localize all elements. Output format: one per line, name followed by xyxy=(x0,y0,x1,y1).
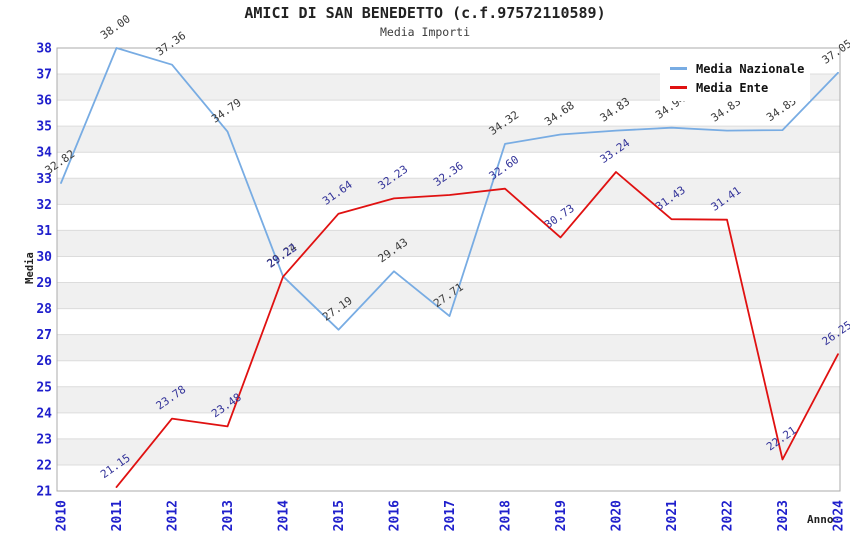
svg-text:26: 26 xyxy=(36,354,52,369)
svg-text:33: 33 xyxy=(36,172,52,187)
x-axis-title: Anno xyxy=(807,513,834,526)
svg-text:2020: 2020 xyxy=(610,500,625,531)
svg-text:27: 27 xyxy=(36,328,52,343)
svg-text:36: 36 xyxy=(36,94,52,109)
svg-text:2012: 2012 xyxy=(166,500,181,531)
svg-text:2015: 2015 xyxy=(332,500,347,531)
legend-item-media-ente: Media Ente xyxy=(670,81,810,95)
svg-text:2014: 2014 xyxy=(277,500,292,531)
line-swatch-icon xyxy=(670,86,687,89)
line-swatch-icon xyxy=(670,67,687,70)
chart-title: AMICI DI SAN BENEDETTO (c.f.97572110589) xyxy=(244,4,606,22)
svg-text:37.05: 37.05 xyxy=(820,37,850,67)
svg-text:29: 29 xyxy=(36,276,52,291)
svg-text:2018: 2018 xyxy=(499,500,514,531)
legend: Media Nazionale Media Ente xyxy=(660,55,810,101)
svg-text:34: 34 xyxy=(36,146,52,161)
legend-label: Media Ente xyxy=(696,80,769,95)
svg-text:2019: 2019 xyxy=(554,500,569,531)
svg-text:24: 24 xyxy=(36,406,52,421)
svg-text:31: 31 xyxy=(36,224,52,239)
svg-text:34.68: 34.68 xyxy=(542,99,577,129)
svg-text:2017: 2017 xyxy=(443,500,458,531)
svg-text:23: 23 xyxy=(36,432,52,447)
svg-text:35: 35 xyxy=(36,120,52,135)
svg-text:2011: 2011 xyxy=(110,500,125,531)
svg-text:2024: 2024 xyxy=(832,500,847,531)
svg-text:2022: 2022 xyxy=(721,500,736,531)
svg-text:21: 21 xyxy=(36,485,52,500)
legend-item-media-nazionale: Media Nazionale xyxy=(670,62,810,76)
svg-text:22: 22 xyxy=(36,458,52,473)
svg-text:30.73: 30.73 xyxy=(542,202,577,232)
chart-subtitle: Media Importi xyxy=(379,25,470,39)
svg-text:37: 37 xyxy=(36,68,52,83)
svg-text:30: 30 xyxy=(36,250,52,265)
legend-label: Media Nazionale xyxy=(696,61,805,76)
svg-text:37.36: 37.36 xyxy=(154,29,189,59)
svg-text:2021: 2021 xyxy=(665,500,680,531)
svg-text:32: 32 xyxy=(36,198,52,213)
svg-text:38: 38 xyxy=(36,42,52,57)
svg-text:2023: 2023 xyxy=(776,500,791,531)
svg-text:25: 25 xyxy=(36,380,52,395)
svg-text:28: 28 xyxy=(36,302,52,317)
svg-text:2010: 2010 xyxy=(55,500,70,531)
svg-text:2013: 2013 xyxy=(221,500,236,531)
svg-text:38.00: 38.00 xyxy=(98,12,133,42)
svg-text:2016: 2016 xyxy=(388,500,403,531)
